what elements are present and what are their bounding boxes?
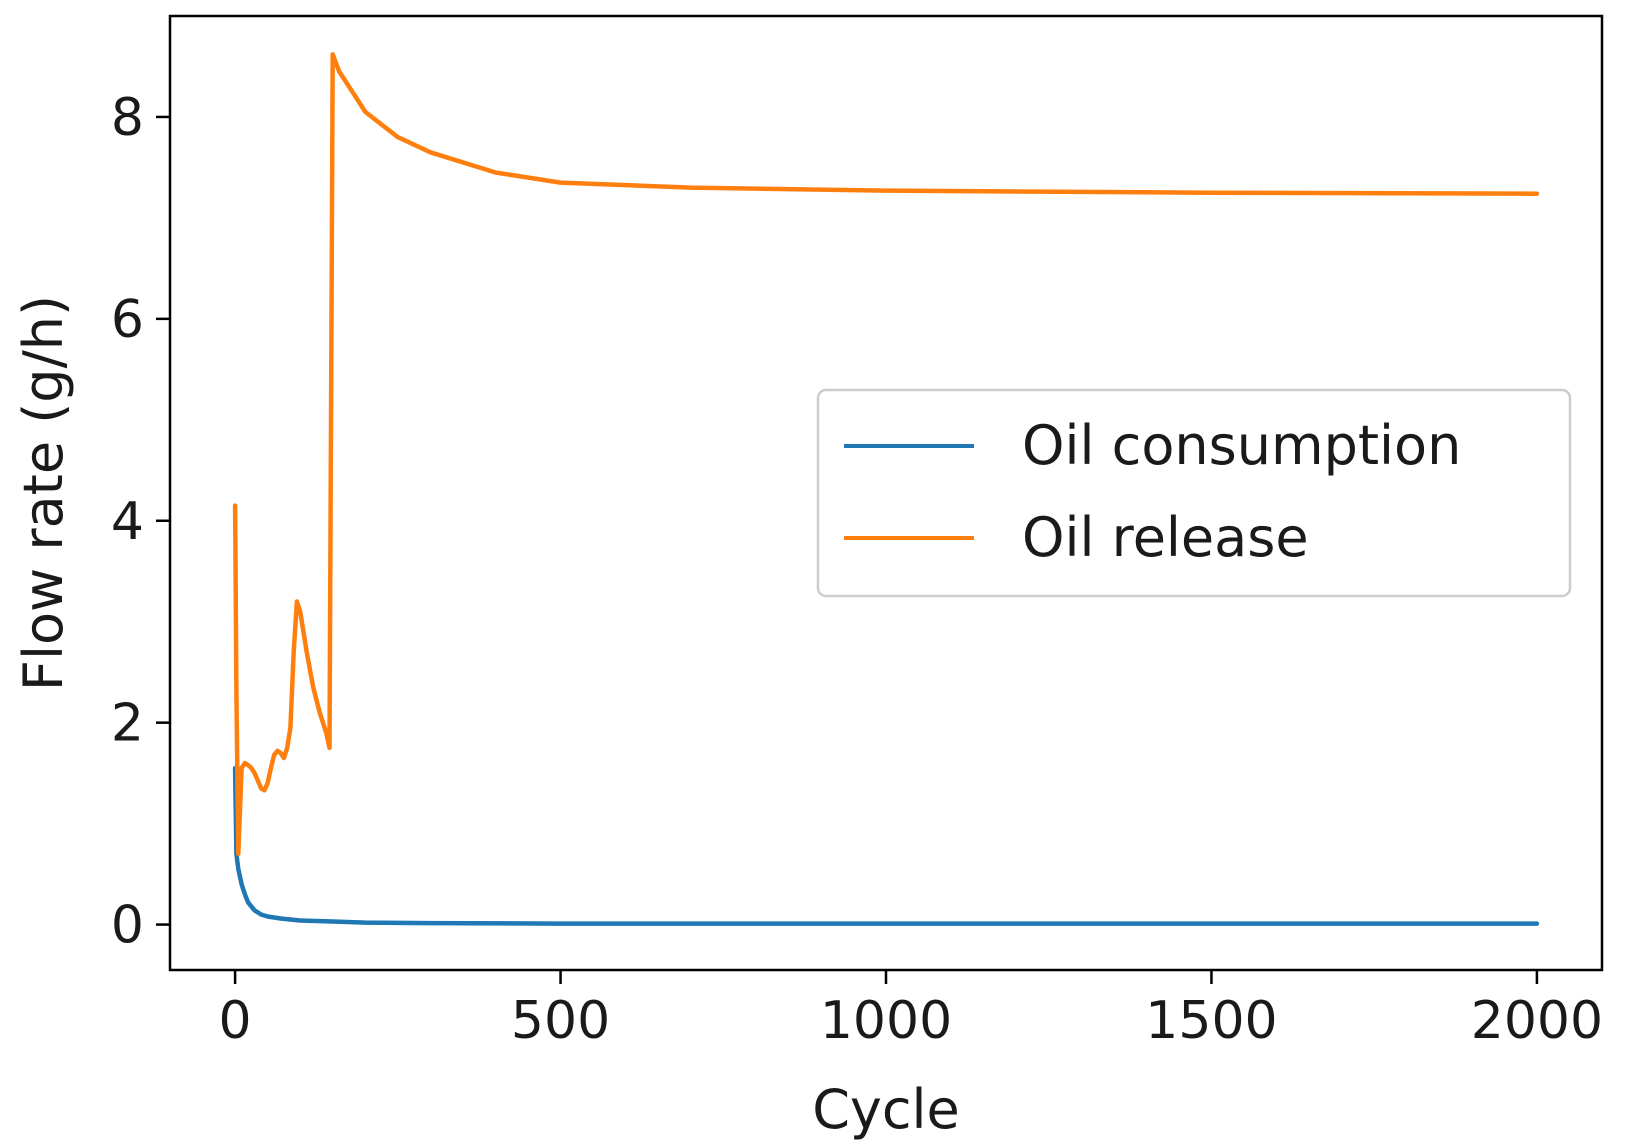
series-lines bbox=[232, 52, 1540, 926]
x-tick-label: 1000 bbox=[820, 991, 952, 1051]
series-line-oil-consumption bbox=[232, 765, 1540, 926]
y-tick-label: 4 bbox=[111, 492, 144, 552]
y-axis-ticks: 0 2 4 6 8 bbox=[111, 88, 170, 956]
series-line-oil-release bbox=[232, 52, 1540, 857]
x-tick-label: 2000 bbox=[1471, 991, 1603, 1051]
y-tick-label: 0 bbox=[111, 896, 144, 956]
legend-label-oil-consumption: Oil consumption bbox=[1022, 414, 1461, 477]
y-axis-label: Flow rate (g/h) bbox=[12, 295, 75, 691]
legend-box bbox=[816, 388, 1572, 598]
x-tick-label: 500 bbox=[511, 991, 610, 1051]
x-tick-label: 0 bbox=[219, 991, 252, 1051]
x-axis-ticks: 0 500 1000 1500 2000 bbox=[219, 970, 1603, 1051]
legend-label-oil-release: Oil release bbox=[1022, 506, 1309, 569]
y-tick-label: 6 bbox=[111, 290, 144, 350]
x-axis-label: Cycle bbox=[812, 1078, 960, 1141]
legend: Oil consumption Oil release bbox=[816, 388, 1572, 598]
x-tick-label: 1500 bbox=[1145, 991, 1277, 1051]
y-tick-label: 2 bbox=[111, 694, 144, 754]
y-tick-label: 8 bbox=[111, 88, 144, 148]
